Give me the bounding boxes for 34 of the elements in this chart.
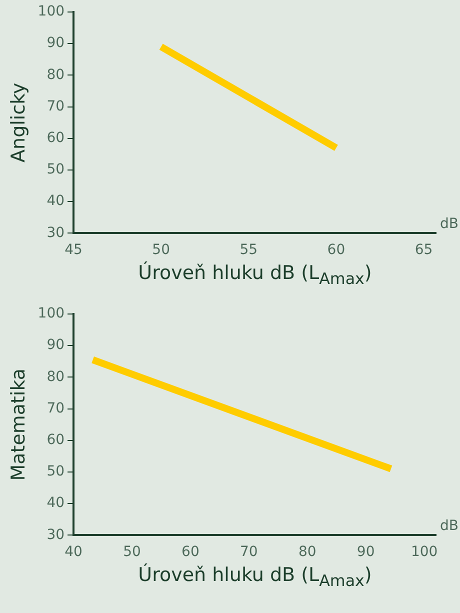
- y-tick-label: 80: [46, 66, 65, 83]
- y-tick-label: 90: [46, 35, 65, 52]
- y-tick-label: 90: [46, 337, 65, 354]
- y-tick-label: 30: [46, 224, 65, 241]
- y-tick-label: 50: [46, 162, 65, 178]
- x-tick-label: 70: [240, 544, 258, 560]
- x-tick-label: 80: [298, 544, 316, 560]
- y-tick-label: 70: [46, 98, 65, 114]
- y-tick-label: 30: [46, 526, 65, 543]
- text: dB: [440, 518, 458, 534]
- y-axis-title: Matematika: [7, 368, 30, 481]
- y-tick-label: 100: [38, 306, 65, 322]
- y-tick-label: 70: [46, 400, 65, 416]
- y-tick-label: 80: [46, 368, 65, 385]
- x-tick-label: 55: [240, 242, 258, 258]
- x-tick-label: 100: [410, 544, 438, 560]
- x-tick-label: 40: [64, 544, 82, 560]
- y-tick-label: 60: [46, 432, 65, 448]
- y-tick-label: 40: [46, 193, 65, 210]
- y-tick-label: 40: [46, 495, 65, 512]
- y-tick-label: 60: [46, 130, 65, 146]
- x-tick-label: 60: [182, 544, 200, 560]
- x-tick-label: 45: [64, 242, 82, 258]
- x-tick-label: 50: [152, 242, 170, 258]
- x-tick-label: 90: [356, 544, 375, 560]
- x-tick-label: 50: [123, 544, 141, 560]
- y-axis-title: Anglicky: [7, 82, 30, 162]
- y-tick-label: 100: [38, 4, 65, 20]
- x-tick-label: 65: [414, 242, 433, 258]
- y-tick-label: 50: [46, 464, 65, 480]
- text: dB: [440, 216, 458, 232]
- x-axis-title: Úroveň hluku dB (L$_{Amax}$): [137, 564, 373, 590]
- x-axis-title: Úroveň hluku dB (L$_{Amax}$): [137, 262, 373, 288]
- x-tick-label: 60: [327, 242, 346, 258]
